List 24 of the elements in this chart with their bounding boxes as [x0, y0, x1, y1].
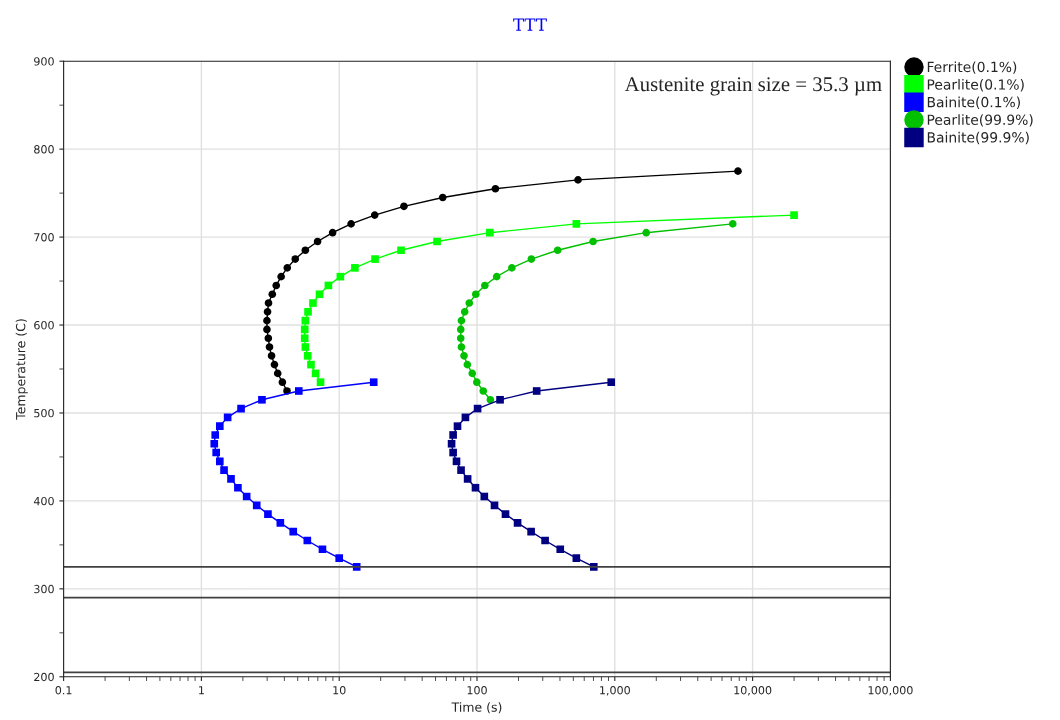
x-axis-title: Time (s): [451, 702, 502, 714]
legend-label: Bainite(0.1%): [927, 96, 1020, 109]
y-tick-label: 700: [34, 233, 54, 242]
y-tick-label: 900: [34, 57, 54, 66]
legend-label: Bainite(99.9%): [927, 131, 1029, 145]
y-tick-label: 300: [34, 584, 54, 594]
y-axis-title: Temperature (C): [15, 319, 28, 420]
legend-label: Pearlite(0.1%): [927, 79, 1024, 92]
chart-title: TTT: [513, 18, 547, 31]
x-tick-label: 100: [467, 686, 487, 695]
x-tick-label: 1: [199, 686, 204, 695]
y-tick-label: 500: [34, 408, 54, 418]
x-tick-label: 0.1: [55, 686, 72, 695]
legend-label: Ferrite(0.1%): [927, 61, 1017, 74]
y-tick-label: 400: [33, 496, 54, 506]
x-tick-label: 10: [333, 686, 346, 695]
x-tick-label: 10,000: [734, 686, 772, 696]
x-tick-label: 100,000: [868, 686, 913, 696]
y-tick-label: 800: [34, 145, 54, 154]
legend-label: Pearlite(99.9%): [927, 114, 1033, 127]
annotation: Austenite grain size = 35.3 µm: [624, 77, 882, 96]
y-tick-label: 200: [34, 672, 54, 682]
x-tick-label: 1,000: [600, 686, 630, 696]
y-tick-label: 600: [34, 321, 54, 330]
